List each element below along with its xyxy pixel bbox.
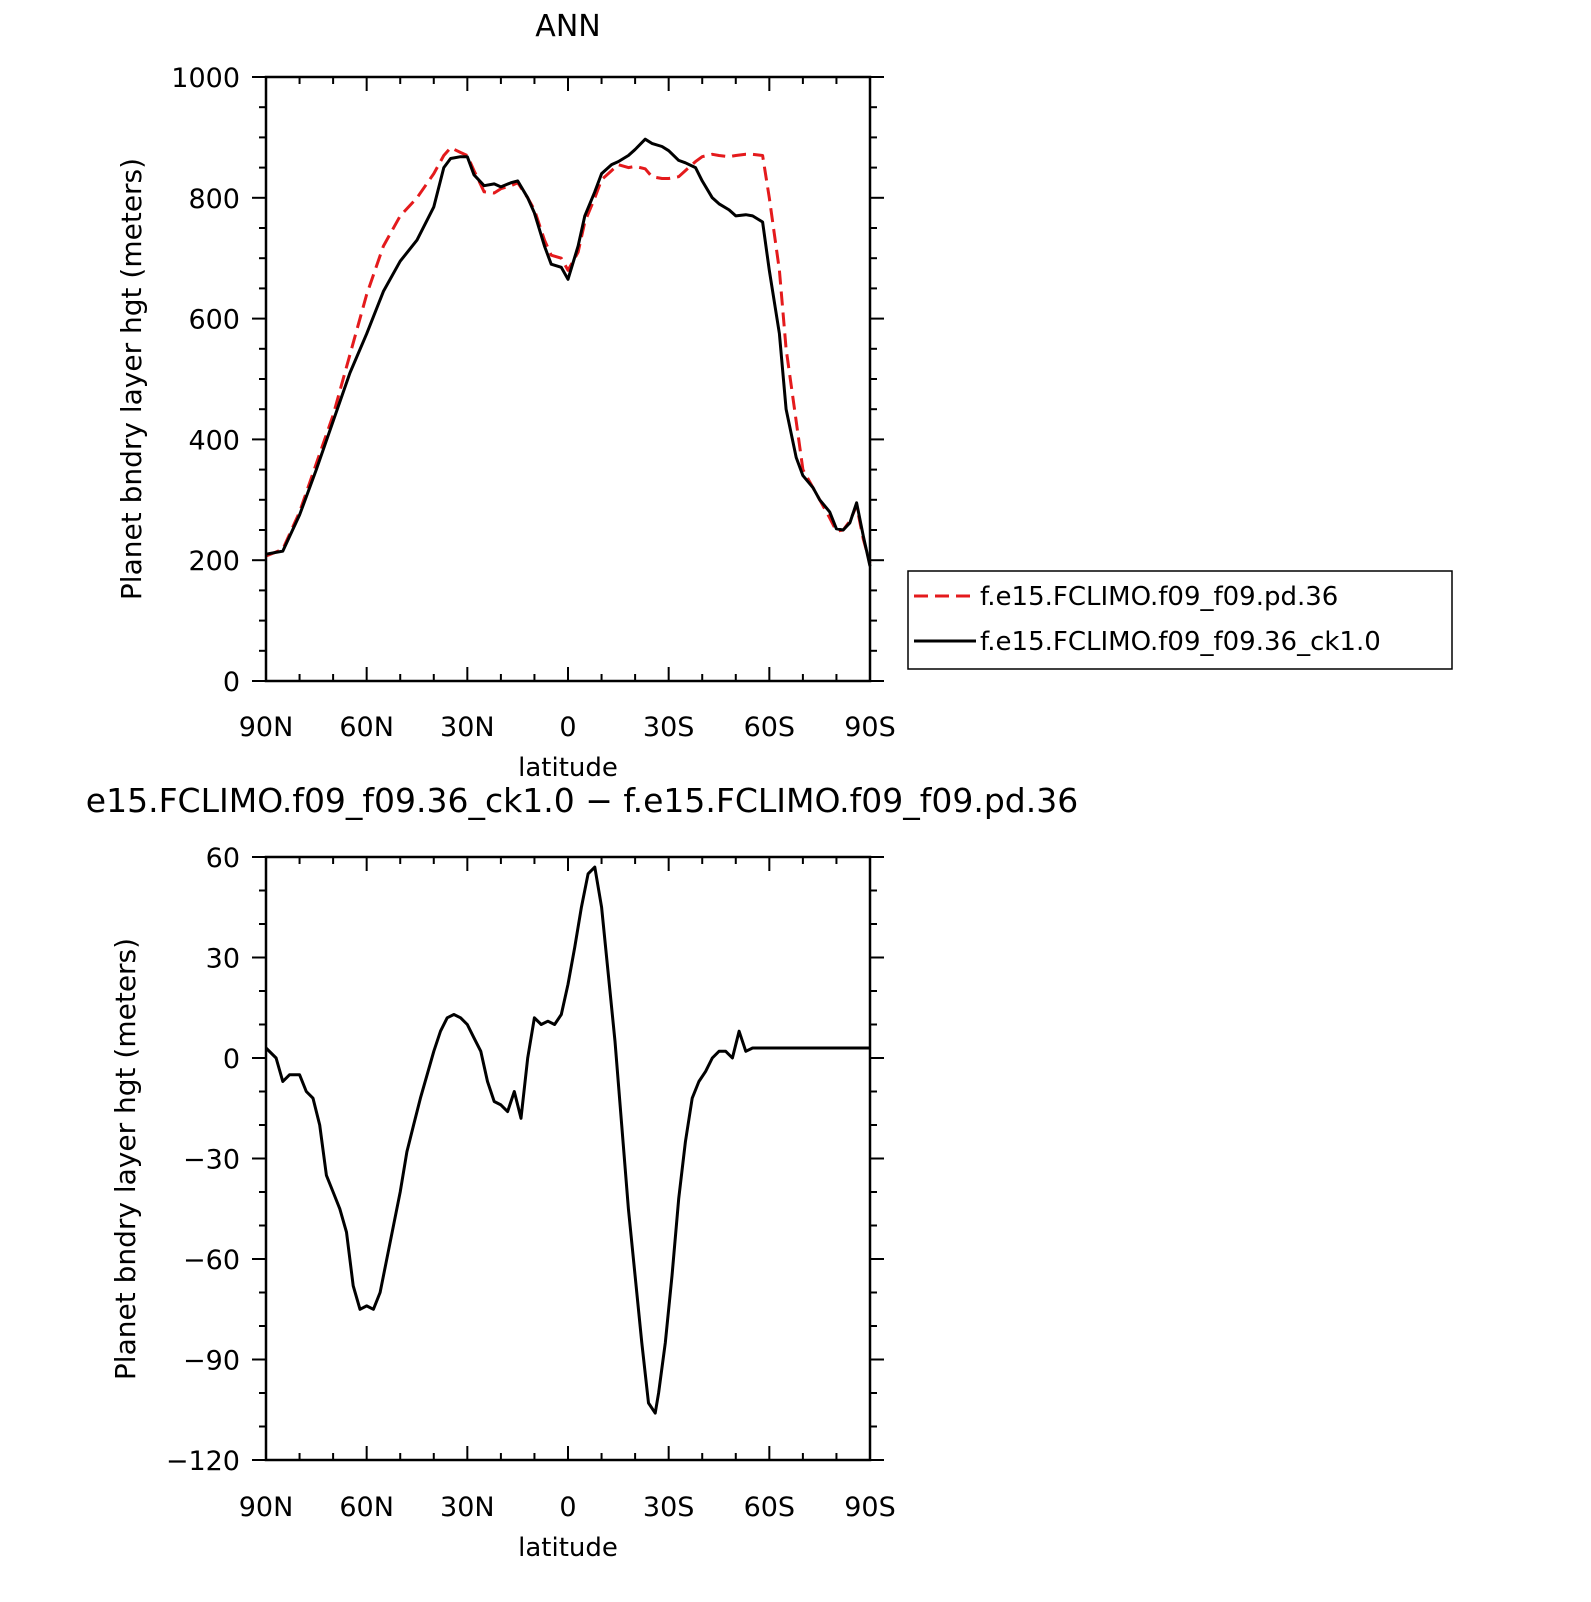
bottom-series-line-1 <box>264 865 870 1415</box>
top-series-line-2 <box>265 137 872 567</box>
bottom-y-tick-label: −90 <box>183 1346 240 1377</box>
top-x-tick-label: 60S <box>744 712 796 743</box>
top-plot-frame <box>264 75 872 683</box>
bottom-y-tick-label: −120 <box>166 1446 240 1477</box>
bottom-y-tick-label: −60 <box>183 1245 240 1276</box>
bottom-title: e15.FCLIMO.f09_f09.36_ck1.0 − f.e15.FCLI… <box>86 781 1078 820</box>
top-y-tick-label: 400 <box>188 425 240 456</box>
bottom-x-axis-label: latitude <box>518 1533 618 1563</box>
top-y-tick-label: 800 <box>188 184 240 215</box>
top-x-tick-label: 30S <box>643 712 695 743</box>
bottom-x-tick-label: 60N <box>339 1492 394 1523</box>
bottom-x-tick-label: 90N <box>239 1492 294 1523</box>
top-x-tick-label: 60N <box>339 712 394 743</box>
bottom-y-tick-labels: 60 30 0 −30 −60 −90 −120 <box>166 843 240 1477</box>
top-x-axis-label: latitude <box>518 753 618 783</box>
bottom-y-axis-label: Planet bndry layer hgt (meters) <box>109 938 142 1380</box>
bottom-y-tick-label: 30 <box>206 944 240 975</box>
top-x-tick-labels: 90N 60N 30N 0 30S 60S 90S <box>239 712 896 743</box>
legend-label-ck1: f.e15.FCLIMO.f09_f09.36_ck1.0 <box>980 627 1381 657</box>
top-y-axis-label: Planet bndry layer hgt (meters) <box>115 158 148 600</box>
bottom-y-tick-label: −30 <box>183 1145 240 1176</box>
top-y-tick-label: 600 <box>188 305 240 336</box>
top-ticks <box>252 76 884 682</box>
top-x-tick-label: 30N <box>440 712 495 743</box>
legend-box <box>907 570 1453 670</box>
bottom-x-tick-label: 30N <box>440 1492 495 1523</box>
bottom-x-tick-label: 30S <box>643 1492 695 1523</box>
bottom-x-tick-labels: 90N 60N 30N 0 30S 60S 90S <box>239 1492 896 1523</box>
bottom-y-tick-label: 60 <box>206 843 240 874</box>
top-y-tick-labels: 0 200 400 600 800 1000 <box>171 63 240 698</box>
bottom-x-tick-label: 90S <box>844 1492 896 1523</box>
top-x-tick-label: 90N <box>239 712 294 743</box>
top-y-tick-label: 0 <box>223 667 240 698</box>
top-y-tick-label: 200 <box>188 546 240 577</box>
legend-label-pd36: f.e15.FCLIMO.f09_f09.pd.36 <box>980 582 1338 612</box>
bottom-panel: e15.FCLIMO.f09_f09.36_ck1.0 − f.e15.FCLI… <box>86 781 1078 1563</box>
top-x-tick-label: 0 <box>559 712 576 743</box>
top-title: ANN <box>535 9 600 44</box>
top-series-line-1 <box>265 146 872 564</box>
top-plot-lines <box>265 137 872 567</box>
top-y-tick-label: 1000 <box>171 63 240 94</box>
legend: f.e15.FCLIMO.f09_f09.pd.36 f.e15.FCLIMO.… <box>907 570 1453 670</box>
bottom-plot-frame <box>264 855 872 1462</box>
bottom-ticks <box>252 856 884 1461</box>
bottom-x-tick-label: 60S <box>744 1492 796 1523</box>
bottom-x-tick-label: 0 <box>559 1492 576 1523</box>
top-x-tick-label: 90S <box>844 712 896 743</box>
bottom-y-tick-label: 0 <box>223 1044 240 1075</box>
bottom-plot-lines <box>264 865 870 1415</box>
